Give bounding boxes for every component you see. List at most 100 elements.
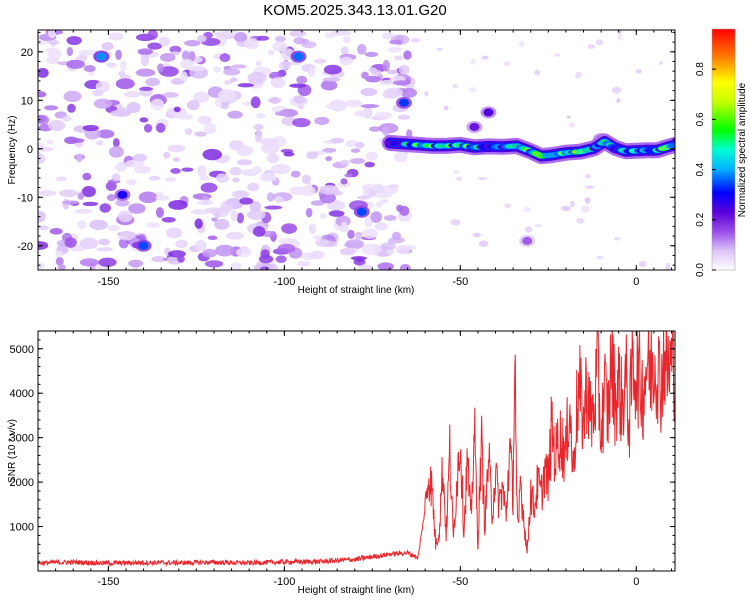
noise-blob — [128, 259, 144, 268]
noise-blob — [76, 153, 83, 163]
noise-blob — [231, 190, 250, 199]
noise-blob — [147, 42, 163, 50]
noise-blob — [236, 247, 252, 258]
noise-blob — [375, 201, 383, 208]
noise-blob — [111, 173, 121, 182]
y-tick-label: 0 — [27, 144, 33, 156]
noise-blob — [341, 46, 349, 55]
noise-blob — [354, 231, 363, 240]
noise-blob — [120, 60, 127, 72]
noise-blob — [143, 123, 153, 133]
noise-blob — [575, 72, 583, 78]
spectral-blob — [483, 108, 494, 117]
noise-blob — [38, 210, 46, 223]
noise-blob — [199, 175, 211, 181]
noise-blob — [197, 165, 207, 177]
noise-blob — [89, 219, 108, 230]
noise-blob — [169, 45, 182, 54]
noise-blob — [339, 56, 354, 66]
spectral-blob — [522, 236, 533, 245]
noise-blob — [55, 250, 63, 258]
noise-blob — [310, 250, 325, 260]
noise-blob — [219, 53, 231, 63]
noise-blob — [251, 165, 263, 174]
spectral-blob — [356, 207, 367, 216]
noise-blob — [38, 153, 46, 165]
noise-blob — [225, 231, 245, 240]
noise-blob — [135, 68, 156, 77]
noise-blob — [259, 266, 270, 270]
noise-blob — [158, 36, 171, 47]
noise-blob — [77, 192, 85, 200]
noise-blob — [260, 142, 280, 154]
spectral-blob — [117, 190, 128, 199]
noise-blob — [163, 151, 171, 159]
snr-axes: -150 -100 -50 0 1000 2000 3000 4000 5000 — [10, 330, 675, 588]
noise-blob — [382, 126, 390, 137]
noise-blob — [62, 200, 80, 205]
noise-blob — [470, 58, 476, 65]
noise-blob — [162, 91, 179, 98]
noise-blob — [306, 151, 318, 160]
noise-blob — [340, 178, 348, 185]
noise-blob — [184, 128, 193, 136]
noise-blob — [340, 248, 356, 256]
colorbar-tick-label: 0.8 — [695, 62, 706, 76]
noise-blob — [481, 55, 489, 60]
noise-blob — [196, 199, 214, 206]
noise-blob — [320, 80, 338, 91]
noise-blob — [356, 257, 365, 263]
noise-blob — [301, 41, 317, 49]
noise-blob — [315, 238, 330, 247]
noise-blob — [635, 69, 642, 74]
noise-blob — [38, 67, 49, 78]
noise-blob — [115, 49, 122, 60]
noise-blob — [140, 54, 150, 67]
noise-blob — [361, 71, 369, 80]
noise-blob — [96, 129, 115, 139]
noise-blob — [173, 106, 181, 113]
noise-blob — [197, 115, 212, 125]
noise-blob — [79, 237, 99, 250]
noise-blob — [554, 52, 561, 57]
noise-blob — [452, 169, 460, 174]
x-tick-label: -150 — [97, 276, 119, 288]
noise-blob — [296, 75, 308, 85]
noise-blob — [523, 206, 531, 213]
noise-blob — [155, 207, 164, 218]
noise-blob — [274, 111, 291, 117]
noise-blob — [215, 173, 229, 184]
noise-blob — [82, 172, 92, 181]
noise-blob — [277, 243, 296, 253]
noise-blob — [63, 90, 82, 102]
noise-blob — [344, 239, 365, 250]
noise-blob — [392, 80, 411, 86]
noise-blob — [410, 38, 421, 43]
noise-blob — [344, 173, 353, 178]
noise-blob — [611, 86, 622, 94]
noise-blob — [115, 162, 127, 172]
noise-blob — [66, 46, 74, 57]
noise-blob — [44, 105, 58, 111]
noise-blob — [134, 165, 152, 174]
noise-blob — [326, 200, 346, 211]
noise-blob — [207, 235, 218, 241]
noise-blob — [361, 243, 382, 256]
noise-blob — [477, 177, 488, 181]
noise-blob — [139, 117, 149, 123]
noise-blob — [71, 138, 85, 143]
noise-blob — [360, 103, 380, 109]
noise-blob — [396, 204, 404, 212]
noise-blob — [290, 170, 301, 178]
noise-blob — [266, 192, 275, 202]
noise-blob — [345, 140, 358, 147]
noise-blob — [181, 50, 190, 61]
noise-blob — [534, 223, 542, 228]
noise-blob — [214, 97, 223, 107]
noise-blob — [237, 159, 253, 166]
noise-blob — [580, 205, 591, 213]
colorbar: 0.0 0.2 0.4 0.6 0.8 Normalized spectral ampl… — [695, 28, 748, 277]
noise-blob — [566, 115, 571, 119]
noise-blob — [47, 30, 57, 39]
noise-blob — [213, 66, 221, 73]
